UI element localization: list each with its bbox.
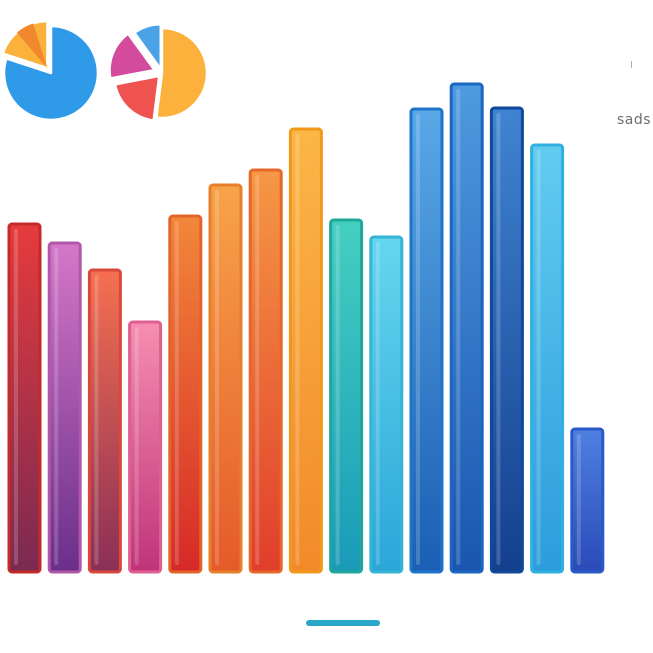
pie-2-slice-3 xyxy=(108,32,156,80)
pie-2-slice-4 xyxy=(133,22,163,71)
bar-14 xyxy=(530,143,565,574)
bar-15 xyxy=(570,427,605,574)
pie-charts xyxy=(1,19,209,122)
bar-highlight-15 xyxy=(576,434,581,565)
bottom-accent-bar xyxy=(306,620,380,626)
bar-highlight-9 xyxy=(335,225,340,565)
bar-highlight-6 xyxy=(215,190,219,565)
bar-13 xyxy=(489,106,524,574)
bar-highlight-14 xyxy=(536,150,541,565)
pie-2-slice-1 xyxy=(155,26,209,120)
tick-mark xyxy=(631,61,632,68)
bar-highlight-1 xyxy=(14,229,18,565)
bar-2 xyxy=(47,241,82,574)
bar-9 xyxy=(329,218,364,574)
bar-highlight-8 xyxy=(295,134,300,565)
bar-highlight-13 xyxy=(496,113,501,565)
pie-1-accent xyxy=(16,23,48,69)
bar-10 xyxy=(369,235,404,574)
bar-highlight-7 xyxy=(255,175,260,565)
bar-highlight-10 xyxy=(375,242,380,565)
bar-highlight-3 xyxy=(94,275,99,565)
bar-5 xyxy=(168,214,203,574)
bar-6 xyxy=(208,183,243,574)
bar-7 xyxy=(248,168,283,574)
bar-chart xyxy=(7,82,605,574)
bar-4 xyxy=(128,320,163,574)
bar-11 xyxy=(409,107,444,574)
bar-highlight-12 xyxy=(456,89,461,565)
bar-12 xyxy=(449,82,484,574)
bar-highlight-11 xyxy=(416,114,420,565)
bar-highlight-4 xyxy=(134,327,139,565)
bar-highlight-5 xyxy=(174,221,179,565)
bar-8 xyxy=(288,127,323,574)
side-label: sads xyxy=(617,112,652,128)
bar-1 xyxy=(7,222,42,574)
pie-2-slice-2 xyxy=(113,74,161,122)
pie-1-slice-1 xyxy=(2,24,100,122)
bar-3 xyxy=(87,268,122,574)
bar-highlight-2 xyxy=(54,248,59,565)
